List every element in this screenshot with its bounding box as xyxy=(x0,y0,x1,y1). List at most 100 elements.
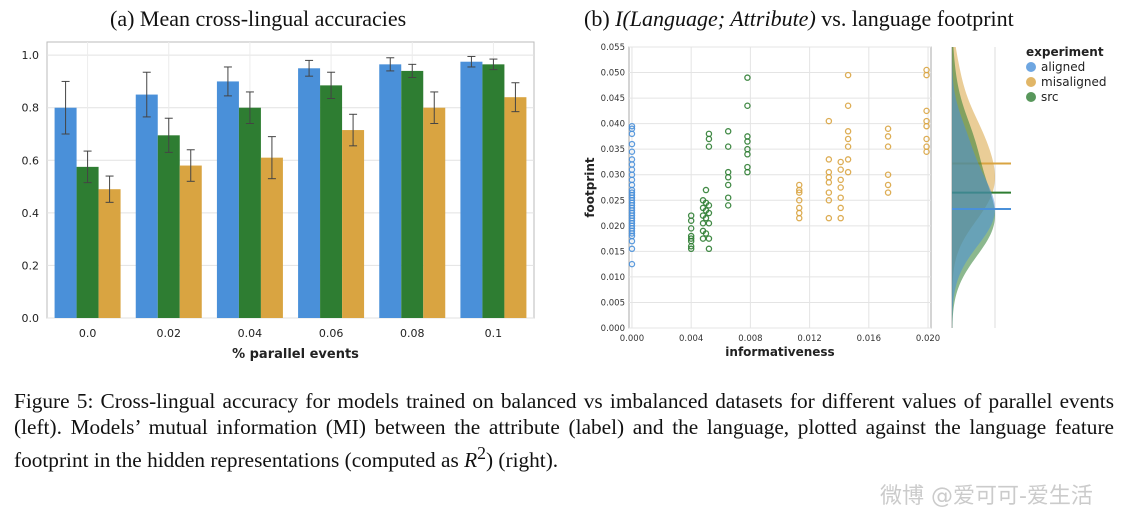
scatter-point xyxy=(923,117,930,125)
scatter-point xyxy=(699,220,707,227)
figure-caption: Figure 5: Cross-lingual accuracy for mod… xyxy=(14,388,1114,473)
scatter-point xyxy=(702,186,710,194)
scatter-point xyxy=(923,107,930,115)
y-tick-label: 0.4 xyxy=(22,207,40,220)
x-tick-label: 0.004 xyxy=(679,334,703,344)
scatter-point xyxy=(825,156,833,163)
scatter-point xyxy=(724,194,732,201)
scatter-point xyxy=(687,225,695,232)
scatter-point xyxy=(844,168,852,176)
scatter-point xyxy=(884,143,892,150)
x-tick-label: 0.0 xyxy=(79,327,97,340)
x-axis-label: informativeness xyxy=(725,345,834,359)
y-tick-label: 0.035 xyxy=(601,145,625,155)
scatter-point xyxy=(687,235,695,242)
scatter-point xyxy=(825,189,833,196)
x-tick-label: 0.04 xyxy=(238,327,263,340)
bar xyxy=(260,157,283,318)
scatter-frame xyxy=(628,46,932,329)
bar xyxy=(157,135,180,318)
panel-a-title: (a) Mean cross-lingual accuracies xyxy=(110,6,407,31)
density-aligned xyxy=(952,47,995,328)
scatter-point xyxy=(844,143,852,150)
bar xyxy=(98,189,121,318)
scatter-point xyxy=(837,176,844,184)
bar xyxy=(238,107,261,318)
panel-b-title-math: I(Language; Attribute) xyxy=(615,6,816,31)
y-axis-label: footprint xyxy=(583,157,597,218)
scatter-point xyxy=(744,145,751,153)
scatter-point xyxy=(628,140,636,148)
scatter-point xyxy=(687,232,695,240)
plot-frame xyxy=(46,41,535,319)
scatter-point xyxy=(844,102,852,110)
y-tick-label: 0.6 xyxy=(22,154,40,167)
scatter-point xyxy=(884,125,892,132)
legend-label: src xyxy=(1041,90,1059,104)
scatter-point xyxy=(795,204,803,212)
y-tick-label: 0.015 xyxy=(601,247,625,257)
bar xyxy=(320,85,343,318)
scatter-point xyxy=(884,181,892,189)
scatter-point xyxy=(884,171,892,178)
y-tick-label: 0.0 xyxy=(22,312,40,325)
y-tick-label: 0.2 xyxy=(22,259,40,272)
scatter-point xyxy=(705,220,713,227)
x-tick-label: 0.000 xyxy=(620,334,644,344)
scatter-point xyxy=(923,143,930,150)
legend-swatch xyxy=(1026,77,1036,87)
bar xyxy=(216,81,239,318)
legend-label: misaligned xyxy=(1041,75,1107,89)
bar xyxy=(54,107,77,318)
scatter-point xyxy=(744,102,751,110)
caption-tail: ) (right). xyxy=(485,448,559,473)
scatter-point xyxy=(744,74,751,81)
panel-b-title-suffix: vs. language footprint xyxy=(815,6,1014,31)
scatter-point xyxy=(628,245,636,253)
y-tick-label: 0.005 xyxy=(601,298,625,308)
bar xyxy=(482,64,505,318)
x-tick-label: 0.06 xyxy=(319,327,344,340)
scatter-point xyxy=(923,135,930,143)
y-tick-label: 0.025 xyxy=(601,196,625,206)
y-tick-label: 0.055 xyxy=(601,43,625,53)
scatter-point xyxy=(724,128,732,135)
scatter-point xyxy=(699,235,707,242)
scatter-point xyxy=(724,181,732,189)
x-tick-label: 0.008 xyxy=(738,334,762,344)
x-axis-label: % parallel events xyxy=(232,347,359,362)
legend-swatch xyxy=(1026,92,1036,102)
scatter-point xyxy=(628,125,636,132)
panel-b-title-prefix: (b) xyxy=(584,6,616,31)
scatter-point xyxy=(628,189,636,196)
scatter-point xyxy=(705,235,713,242)
scatter-point xyxy=(884,133,892,140)
scatter-point xyxy=(795,181,803,189)
y-tick-label: 0.010 xyxy=(601,273,625,283)
x-tick-label: 0.020 xyxy=(916,334,940,344)
scatter-point xyxy=(923,66,930,74)
scatter-point xyxy=(837,194,844,201)
x-tick-label: 0.012 xyxy=(797,334,821,344)
scatter-point xyxy=(744,163,751,171)
scatter-point xyxy=(837,204,844,212)
scatter-point xyxy=(844,71,852,79)
scatter-point xyxy=(705,143,713,150)
x-tick-label: 0.1 xyxy=(485,327,503,340)
bar xyxy=(76,166,99,318)
scatter-point xyxy=(705,130,713,138)
legend-swatch xyxy=(1026,62,1036,72)
x-tick-label: 0.016 xyxy=(857,334,881,344)
scatter-point xyxy=(884,189,892,196)
scatter-point xyxy=(724,168,732,176)
bar xyxy=(504,97,527,318)
scatter-point xyxy=(705,245,713,253)
scatter-point xyxy=(837,166,844,173)
scatter-point xyxy=(628,156,636,163)
bar xyxy=(423,107,446,318)
y-tick-label: 1.0 xyxy=(22,49,40,62)
scatter-point xyxy=(724,143,732,150)
x-tick-label: 0.08 xyxy=(400,327,425,340)
bar-chart: 0.0 0.2 0.4 0.6 0.8 1.0 0.0 0.02 0.04 0.06 0.08 0.1… xyxy=(22,41,535,362)
bar xyxy=(179,165,202,318)
